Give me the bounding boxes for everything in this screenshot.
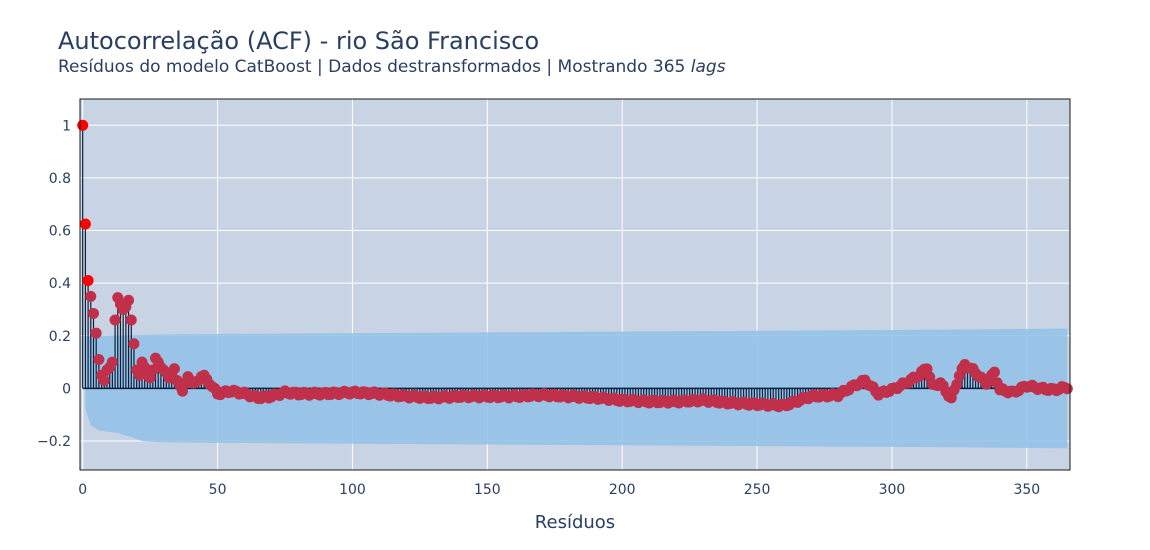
acf-point: [98, 375, 110, 387]
x-tick-label: 100: [339, 482, 366, 498]
acf-point: [133, 369, 145, 381]
acf-point: [82, 275, 94, 287]
acf-point: [87, 307, 99, 319]
x-tick-label: 250: [744, 482, 771, 498]
acf-point: [85, 290, 97, 302]
x-axis-title: Resíduos: [535, 512, 615, 533]
y-tick-labels: −0.2 0 0.2 0.4 0.6 0.8 1: [37, 118, 71, 450]
x-tick-labels: 0 50 100 150 200 250 300 350: [78, 482, 1040, 498]
subtitle-main: Resíduos do modelo CatBoost | Dados dest…: [58, 57, 691, 77]
acf-point: [951, 379, 963, 391]
x-tick-label: 50: [209, 482, 227, 498]
y-tick-label: 0.2: [49, 329, 71, 345]
acf-point: [988, 366, 1000, 378]
acf-point: [168, 363, 180, 375]
x-tick-label: 300: [879, 482, 906, 498]
y-tick-label: 1: [62, 118, 71, 134]
y-tick-label: 0.6: [49, 224, 71, 240]
acf-point: [93, 353, 105, 365]
x-tick-label: 150: [474, 482, 501, 498]
acf-point: [77, 119, 89, 131]
plot-frame: [79, 98, 1071, 471]
chart-title: Autocorrelação (ACF) - rio São Francisco: [58, 27, 540, 55]
acf-point: [125, 314, 137, 326]
acf-point: [123, 294, 135, 306]
acf-point: [1061, 383, 1073, 395]
chart-subtitle: Resíduos do modelo CatBoost | Dados dest…: [58, 57, 726, 77]
x-tick-label: 200: [609, 482, 636, 498]
acf-point: [106, 356, 118, 368]
acf-point: [90, 327, 102, 339]
y-tick-label: 0: [62, 381, 71, 397]
acf-point: [128, 338, 140, 350]
acf-point: [109, 314, 121, 326]
y-tick-label: 0.8: [49, 171, 71, 187]
y-tick-label: −0.2: [37, 434, 71, 450]
x-tick-label: 0: [78, 482, 87, 498]
y-tick-label: 0.4: [49, 276, 71, 292]
x-tick-label: 350: [1013, 482, 1040, 498]
acf-markers: [77, 119, 1073, 413]
acf-point: [79, 218, 91, 230]
subtitle-emphasis: lags: [690, 57, 726, 77]
